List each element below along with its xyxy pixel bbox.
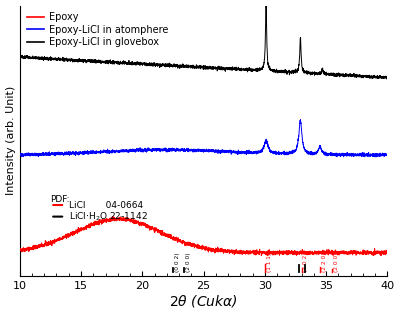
Text: (1 1 1): (1 1 1) [267, 252, 272, 272]
Text: (0 0 2): (0 0 2) [175, 252, 180, 272]
Y-axis label: Intensity (arb. Unit): Intensity (arb. Unit) [6, 86, 16, 195]
Text: LiCl       04-0664: LiCl 04-0664 [69, 201, 143, 209]
Text: (2 0 2): (2 0 2) [304, 252, 308, 272]
Text: PDF:: PDF: [50, 195, 70, 204]
Legend: Epoxy, Epoxy-LiCl in atomphere, Epoxy-LiCl in glovebox: Epoxy, Epoxy-LiCl in atomphere, Epoxy-Li… [24, 10, 170, 49]
Text: (2 0 0): (2 0 0) [334, 252, 339, 272]
Text: (2 2 0): (2 2 0) [322, 252, 327, 272]
Text: (2 0 0): (2 0 0) [186, 252, 191, 272]
X-axis label: $2\theta$ (Cuk$\alpha$): $2\theta$ (Cuk$\alpha$) [169, 294, 238, 309]
Text: LiCl$\cdot$H$_{2}$O 22-1142: LiCl$\cdot$H$_{2}$O 22-1142 [69, 210, 148, 223]
